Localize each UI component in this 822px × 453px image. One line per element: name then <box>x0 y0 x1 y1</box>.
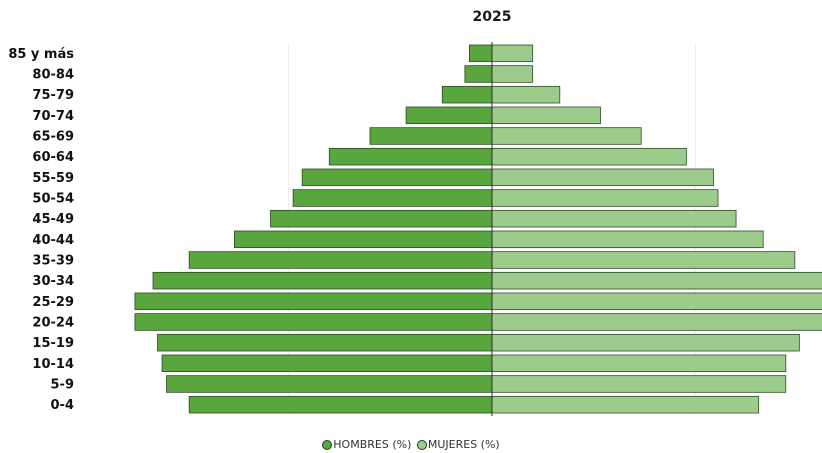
bar-hombres-4 <box>369 127 493 145</box>
bar-hombres-8 <box>270 209 493 228</box>
tick-label-0: 85 y más <box>8 47 74 62</box>
bar-mujeres-0 <box>491 44 534 63</box>
bar-hombres-6 <box>301 168 493 187</box>
bar-hombres-17 <box>188 395 493 414</box>
bar-hombres-9 <box>233 230 493 249</box>
legend-swatch-hombres <box>322 439 333 450</box>
bar-hombres-1 <box>464 65 493 83</box>
bar-mujeres-6 <box>491 168 714 187</box>
bar-hombres-14 <box>157 333 493 352</box>
chart-title: 2025 <box>473 9 512 25</box>
tick-label-12: 25-29 <box>32 295 74 310</box>
tick-label-2: 75-79 <box>32 88 74 103</box>
bar-mujeres-8 <box>491 209 737 228</box>
bar-hombres-16 <box>166 375 493 393</box>
bar-mujeres-2 <box>491 85 561 104</box>
bar-hombres-7 <box>292 189 493 207</box>
tick-label-8: 45-49 <box>32 212 74 227</box>
bar-hombres-10 <box>188 251 493 269</box>
tick-label-5: 60-64 <box>32 150 74 165</box>
tick-label-1: 80-84 <box>32 68 74 83</box>
bar-mujeres-17 <box>491 395 760 414</box>
bar-mujeres-1 <box>491 65 534 83</box>
legend-item-hombres[interactable]: HOMBRES (%) <box>322 438 411 451</box>
bar-mujeres-3 <box>491 106 601 125</box>
age-axis-ticks: 85 y más 80-84 75-79 70-74 65-69 60-64 55-59 50… <box>8 47 74 413</box>
legend-label-hombres: HOMBRES (%) <box>333 438 412 451</box>
bar-mujeres-10 <box>491 251 796 269</box>
tick-label-13: 20-24 <box>32 316 74 331</box>
bar-mujeres-11 <box>491 271 822 290</box>
bar-mujeres-16 <box>491 375 787 393</box>
bar-mujeres-4 <box>491 127 642 145</box>
legend: HOMBRES (%) MUJERES (%) <box>0 438 822 453</box>
bars-group <box>134 44 822 414</box>
bar-hombres-15 <box>161 354 493 373</box>
tick-label-9: 40-44 <box>32 233 74 248</box>
bar-hombres-5 <box>328 147 493 166</box>
tick-label-7: 50-54 <box>32 192 74 207</box>
tick-label-17: 0-4 <box>51 398 75 413</box>
bar-mujeres-12 <box>491 292 822 311</box>
tick-label-14: 15-19 <box>32 336 74 351</box>
bar-hombres-12 <box>134 292 493 311</box>
bar-mujeres-14 <box>491 333 800 352</box>
population-pyramid-chart: 2025 85 y más 80-84 75-79 70-74 65-69 60-64 55… <box>8 9 822 416</box>
tick-label-3: 70-74 <box>32 109 74 124</box>
tick-label-10: 35-39 <box>32 254 74 269</box>
tick-label-11: 30-34 <box>32 274 74 289</box>
bar-hombres-0 <box>468 44 493 63</box>
tick-label-16: 5-9 <box>51 378 75 393</box>
legend-item-mujeres[interactable]: MUJERES (%) <box>416 438 500 451</box>
bar-mujeres-5 <box>491 147 687 166</box>
bar-mujeres-9 <box>491 230 764 249</box>
bar-hombres-2 <box>441 85 493 104</box>
bar-mujeres-13 <box>491 313 822 331</box>
tick-label-4: 65-69 <box>32 130 74 145</box>
legend-swatch-mujeres <box>416 439 427 450</box>
tick-label-15: 10-14 <box>32 357 74 372</box>
bar-hombres-3 <box>405 106 493 125</box>
bar-mujeres-7 <box>491 189 719 207</box>
bar-mujeres-15 <box>491 354 787 373</box>
tick-label-6: 55-59 <box>32 171 74 186</box>
bar-hombres-11 <box>152 271 493 290</box>
bar-hombres-13 <box>134 313 493 331</box>
legend-label-mujeres: MUJERES (%) <box>427 438 500 451</box>
